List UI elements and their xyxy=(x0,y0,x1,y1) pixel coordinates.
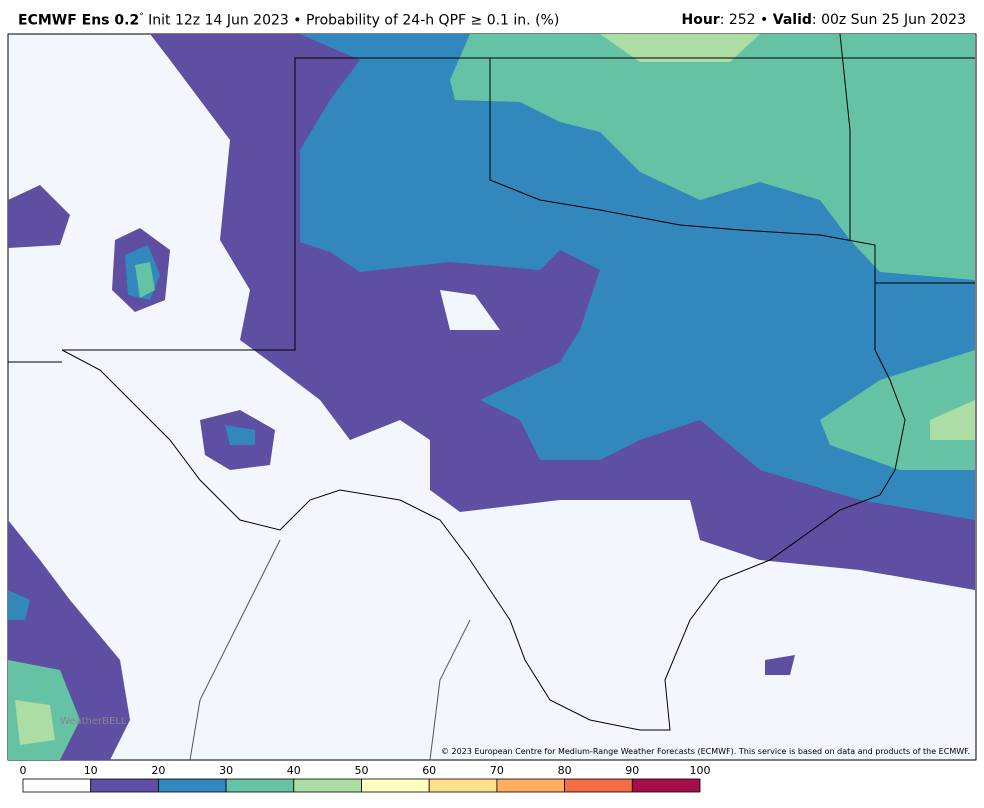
colorbar-tick-label: 100 xyxy=(690,764,711,777)
colorbar-segment xyxy=(428,778,498,793)
field-20 xyxy=(225,425,255,445)
boundaries xyxy=(8,33,975,761)
colorbar-segment xyxy=(157,778,227,793)
colorbar-tick-label: 60 xyxy=(422,764,436,777)
field-40 xyxy=(600,34,760,62)
texas-border xyxy=(61,57,906,731)
field-30 xyxy=(135,262,155,298)
colorbar-tick-label: 20 xyxy=(151,764,165,777)
field-10 xyxy=(765,655,795,675)
colorbar-tick-label: 90 xyxy=(625,764,639,777)
field-40 xyxy=(930,400,975,440)
colorbar-tick-label: 40 xyxy=(287,764,301,777)
watermark: WeatherBELL xyxy=(60,716,127,727)
colorbar-segment xyxy=(361,778,430,793)
copyright: © 2023 European Centre for Medium-Range … xyxy=(441,747,970,756)
colorbar-segment xyxy=(225,778,295,793)
border-line xyxy=(429,619,471,761)
precip-fields xyxy=(8,34,975,760)
header: ECMWF Ens 0.2° Init 12z 14 Jun 2023 • Pr… xyxy=(0,0,984,34)
colorbar-tick-label: 80 xyxy=(558,764,572,777)
colorbar: 0 10 20 30 40 50 60 70 80 90 100 xyxy=(20,764,711,793)
colorbar-segment xyxy=(90,778,159,793)
degree: ° xyxy=(139,12,144,22)
hour-value: : 252 • xyxy=(719,12,769,28)
field-40 xyxy=(15,700,55,745)
border-line xyxy=(189,539,281,761)
field-0 xyxy=(440,290,500,330)
valid-value: : 00z Sun 25 Jun 2023 xyxy=(811,12,966,28)
valid-label: Valid xyxy=(772,12,812,28)
header-left: ECMWF Ens 0.2° Init 12z 14 Jun 2023 • Pr… xyxy=(18,12,559,29)
colorbar-tick-label: 0 xyxy=(20,764,27,777)
colorbar-segment xyxy=(293,778,362,793)
hour-label: Hour xyxy=(681,12,720,28)
field-10 xyxy=(8,185,70,248)
field-30 xyxy=(450,34,975,280)
state-line xyxy=(839,33,851,240)
colorbar-segment xyxy=(564,778,633,793)
field-20 xyxy=(8,590,30,620)
colorbar-tick-label: 70 xyxy=(490,764,504,777)
header-right: Hour: 252 • Valid: 00z Sun 25 Jun 2023 xyxy=(681,12,966,28)
description: Init 12z 14 Jun 2023 • Probability of 24… xyxy=(148,12,560,29)
colorbar-tick-label: 50 xyxy=(355,764,369,777)
colorbar-segment xyxy=(496,778,565,793)
colorbar-segment xyxy=(22,778,92,793)
colorbar-segment xyxy=(631,778,701,793)
colorbar-tick-label: 30 xyxy=(219,764,233,777)
model: ECMWF Ens 0.2 xyxy=(18,12,140,29)
colorbar-tick-label: 10 xyxy=(84,764,98,777)
